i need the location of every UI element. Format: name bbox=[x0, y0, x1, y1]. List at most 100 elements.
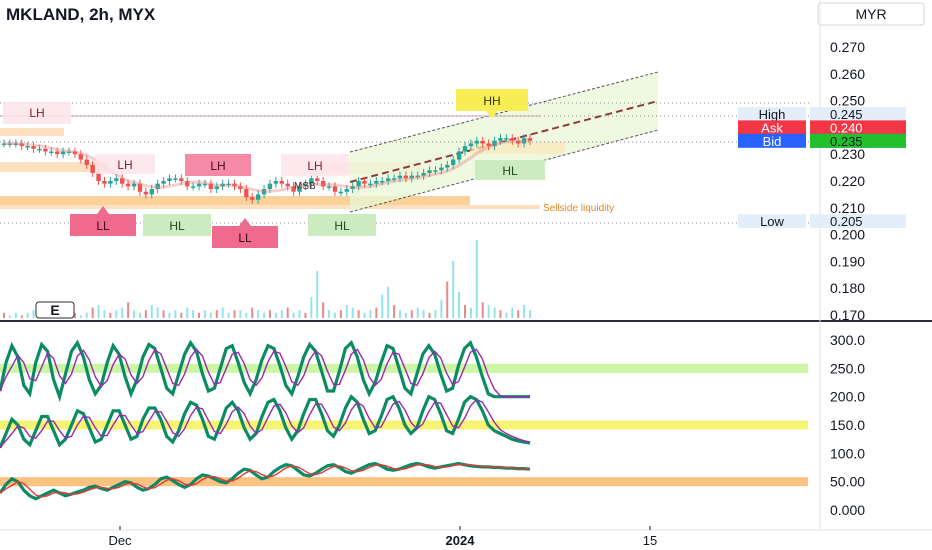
volume-bar bbox=[180, 312, 183, 318]
candle-body bbox=[492, 140, 497, 147]
candle-body bbox=[244, 189, 249, 198]
currency-button[interactable]: MYR bbox=[817, 2, 925, 26]
volume-bar bbox=[398, 310, 401, 318]
candle-body bbox=[66, 151, 72, 154]
lh-label-3: LH bbox=[185, 154, 251, 176]
volume-bar bbox=[304, 312, 307, 318]
volume-bar bbox=[286, 307, 289, 318]
volume-bar bbox=[310, 297, 313, 318]
volume-bar bbox=[493, 307, 496, 318]
volume-bar bbox=[198, 312, 201, 318]
volume-bar bbox=[121, 307, 124, 318]
candle-body bbox=[96, 172, 101, 181]
candle-body bbox=[403, 175, 409, 179]
volume-bar bbox=[227, 312, 230, 318]
volume-bar bbox=[127, 302, 130, 318]
indicator-badge-label: E bbox=[50, 302, 59, 318]
candle-body bbox=[462, 146, 468, 152]
oscillator-line-fast bbox=[0, 394, 531, 449]
candle-body bbox=[515, 140, 521, 144]
candle-body bbox=[149, 189, 154, 195]
price-tick-label: 0.180 bbox=[830, 280, 865, 296]
candle-body bbox=[421, 172, 426, 176]
volume-bar bbox=[257, 310, 260, 318]
candle-body bbox=[196, 183, 202, 187]
price-tag-label-bg bbox=[738, 107, 806, 121]
msb-label: MSB bbox=[294, 181, 316, 192]
candle-body bbox=[173, 178, 178, 180]
x-tick-label: Dec bbox=[108, 533, 132, 548]
volume-bar bbox=[357, 310, 360, 318]
candle-body bbox=[397, 175, 403, 179]
candle-body bbox=[279, 181, 284, 184]
lh-text: LH bbox=[210, 159, 225, 173]
volume-bar bbox=[215, 310, 218, 318]
candle-body bbox=[7, 143, 13, 145]
volume-bar bbox=[150, 305, 153, 318]
candle-body bbox=[250, 197, 255, 200]
candle-body bbox=[137, 183, 143, 192]
candle-body bbox=[214, 186, 219, 190]
candle-body bbox=[303, 183, 308, 187]
candle-body bbox=[261, 189, 267, 195]
candle-body bbox=[19, 143, 24, 147]
candle-body bbox=[415, 175, 420, 178]
volume-bar bbox=[109, 312, 112, 318]
candle-body bbox=[238, 186, 243, 190]
candle-body bbox=[232, 183, 237, 187]
channel-upper bbox=[349, 71, 659, 153]
candle-body bbox=[220, 183, 225, 187]
price-tag-label: High bbox=[759, 107, 786, 122]
price-tag-label-bg bbox=[738, 120, 806, 135]
volume-bar bbox=[298, 310, 301, 318]
volume-layer bbox=[3, 240, 531, 318]
hl-text: HL bbox=[169, 219, 185, 233]
candle-body bbox=[208, 183, 214, 190]
candle-body bbox=[315, 178, 320, 181]
volume-bar bbox=[393, 305, 396, 318]
price-tick-label: 0.270 bbox=[830, 39, 865, 55]
candle-body bbox=[350, 186, 355, 190]
candle-body bbox=[108, 181, 113, 184]
candle-body bbox=[120, 178, 125, 184]
candle-body bbox=[380, 181, 385, 183]
structure-labels: LH LH LH LH LL HL bbox=[3, 89, 614, 248]
x-tick-label: 15 bbox=[643, 533, 657, 548]
volume-bar bbox=[511, 307, 514, 318]
candle-body bbox=[84, 159, 89, 165]
indicator-badge[interactable]: E bbox=[35, 301, 75, 319]
volume-bar bbox=[387, 286, 390, 318]
volume-bar bbox=[517, 310, 520, 318]
candle-body bbox=[43, 148, 48, 152]
lh-text: LH bbox=[307, 159, 322, 173]
candle-body bbox=[1, 143, 7, 145]
candle-body bbox=[326, 186, 332, 188]
x-axis-ticks: Dec 2024 15 bbox=[108, 526, 657, 548]
volume-bar bbox=[410, 310, 413, 318]
price-tag-label-bg bbox=[738, 214, 806, 229]
candle-body bbox=[291, 186, 296, 192]
ll-text: LL bbox=[238, 231, 252, 245]
volume-bar bbox=[32, 310, 35, 318]
ll-label-2: LL bbox=[212, 218, 278, 248]
oscillator-tick-label: 250.0 bbox=[830, 360, 865, 376]
candle-body bbox=[480, 140, 485, 144]
volume-bar bbox=[351, 307, 354, 318]
volume-bar bbox=[422, 310, 425, 318]
volume-bar bbox=[263, 312, 266, 318]
price-tick-label: 0.230 bbox=[830, 146, 865, 162]
candles-layer bbox=[1, 134, 533, 204]
candle-body bbox=[445, 164, 450, 168]
candle-body bbox=[167, 178, 172, 181]
oscillator-band bbox=[0, 363, 808, 373]
volume-bar bbox=[404, 312, 407, 318]
volume-bar bbox=[487, 305, 490, 318]
price-tick-label: 0.170 bbox=[830, 307, 865, 323]
oscillator-tick-label: 150.0 bbox=[830, 417, 865, 433]
volume-bar bbox=[481, 302, 484, 318]
price-tag-value: 0.235 bbox=[830, 134, 863, 149]
oscillator-tick-label: 200.0 bbox=[830, 389, 865, 405]
candle-body bbox=[409, 175, 414, 179]
candle-body bbox=[309, 178, 314, 184]
